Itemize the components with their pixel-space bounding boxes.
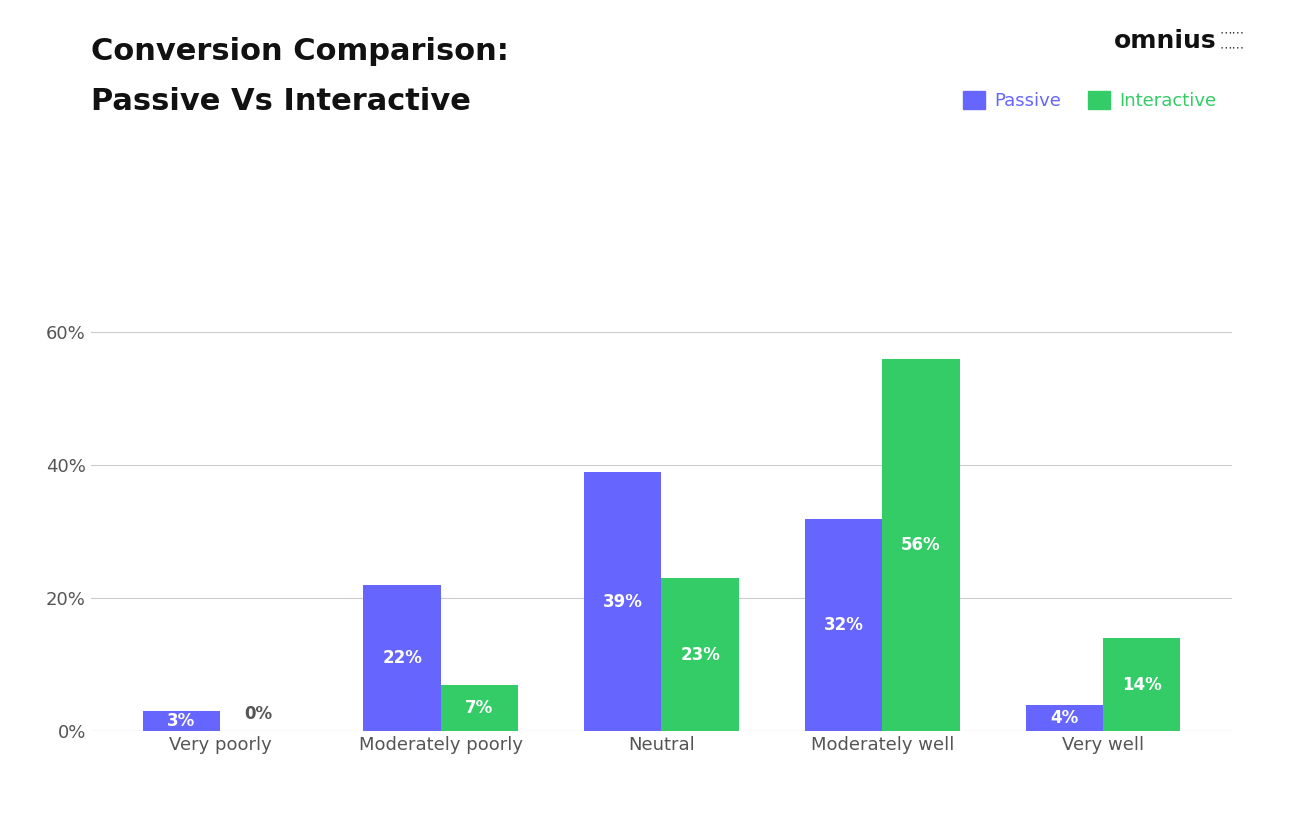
Text: 7%: 7% [466,699,493,717]
Bar [805,519,882,731]
Text: Passive Vs Interactive: Passive Vs Interactive [91,87,471,116]
Bar [441,685,518,731]
Text: 32%: 32% [824,616,864,634]
Text: omnius: omnius [1114,29,1217,53]
Bar [1102,638,1180,731]
Text: 23%: 23% [680,646,720,664]
Text: ⋯⋯
⋯⋯: ⋯⋯ ⋯⋯ [1219,27,1244,55]
Bar [1026,705,1102,731]
Bar [882,359,960,731]
Text: 0%: 0% [245,706,272,723]
Bar [584,472,661,731]
Text: 4%: 4% [1051,709,1079,727]
Bar [143,711,220,731]
Text: Conversion Comparison:: Conversion Comparison: [91,37,508,66]
Legend: Passive, Interactive: Passive, Interactive [956,83,1223,117]
Text: 22%: 22% [383,649,422,667]
Text: 3%: 3% [167,712,196,730]
Text: 39%: 39% [603,593,643,611]
Text: 56%: 56% [901,536,940,554]
Text: 14%: 14% [1122,676,1162,694]
Bar [661,578,739,731]
Bar [363,585,441,731]
